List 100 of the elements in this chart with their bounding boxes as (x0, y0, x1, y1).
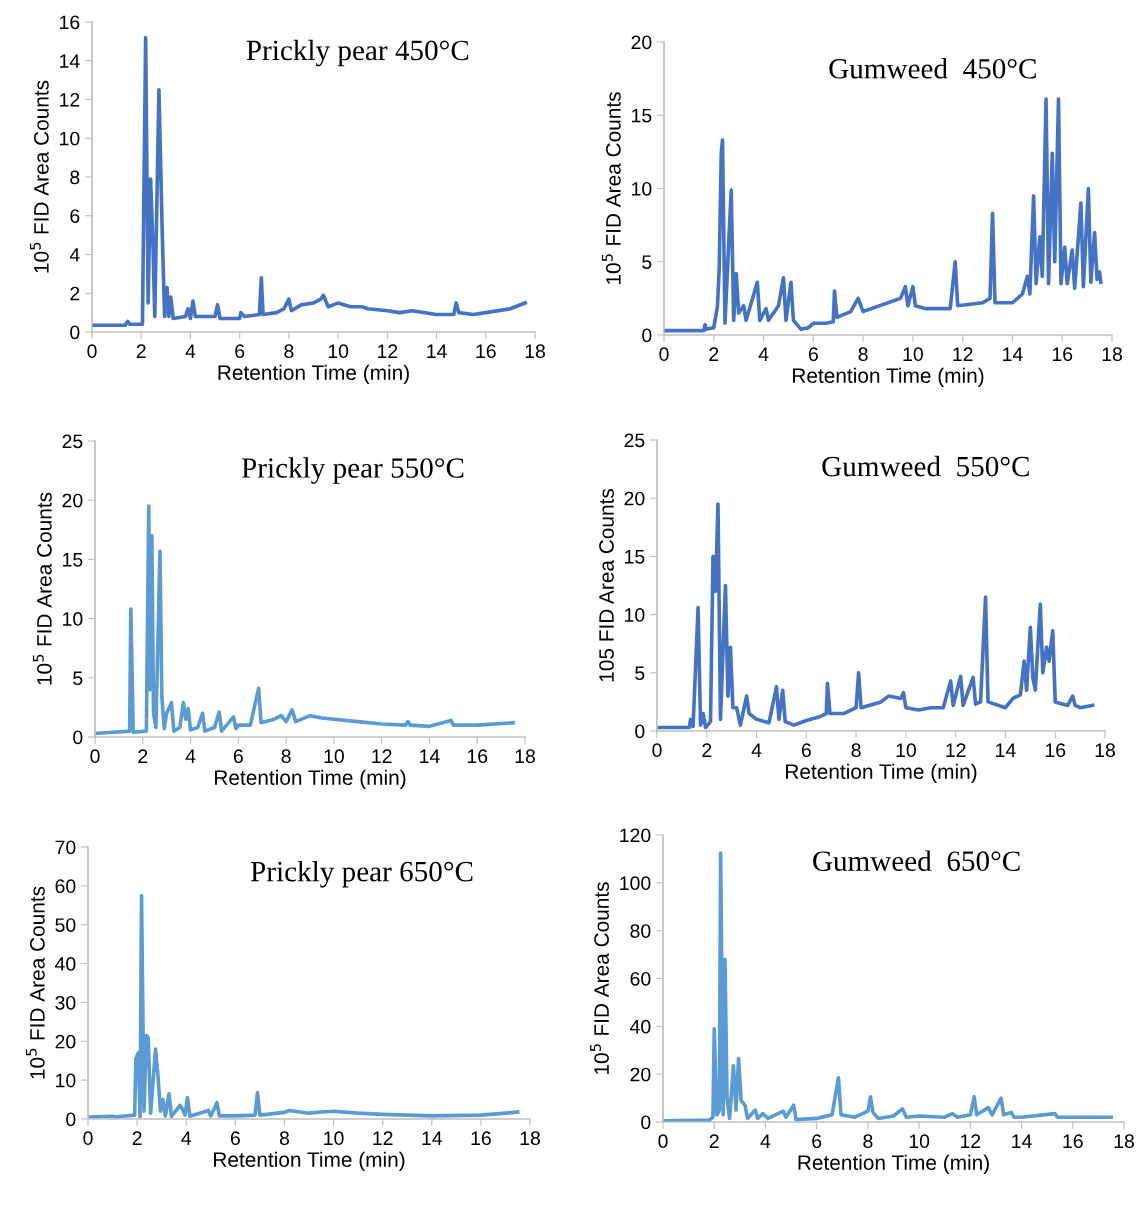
x-tick-label: 14 (1012, 1134, 1032, 1148)
x-tick-label: 6 (801, 743, 811, 758)
x-tick-label: 14 (427, 344, 447, 358)
line-series (88, 893, 520, 1119)
x-tick-label: 4 (751, 743, 762, 757)
x-tick-label: 2 (132, 1131, 142, 1145)
y-tick-label: 10 (625, 608, 645, 622)
y-tick-label: 2 (70, 286, 80, 301)
x-tick-label: 0 (83, 1131, 93, 1146)
y-tick-label: 5 (73, 671, 83, 686)
x-tick-label: 8 (851, 743, 861, 758)
y-tick-label: 15 (632, 108, 652, 123)
y-tick-label: 70 (55, 840, 76, 855)
x-tick-label: 14 (422, 1131, 443, 1145)
x-tick-label: 4 (758, 347, 769, 361)
x-tick-label: 2 (709, 1134, 719, 1148)
x-tick-label: 6 (233, 749, 243, 764)
y-tick-label: 0 (66, 1112, 76, 1127)
x-tick-label: 14 (996, 743, 1016, 757)
y-tick-label: 4 (69, 248, 80, 262)
y-tick-label: 20 (62, 493, 83, 508)
y-tick-label: 10 (60, 131, 80, 146)
x-tick-label: 16 (476, 344, 496, 359)
y-axis-title: 10$^{5}$ FID Area Counts (32, 492, 52, 685)
x-tick-label: 10 (328, 344, 349, 359)
y-tick-label: 60 (630, 971, 651, 986)
x-tick-label: 8 (863, 1134, 873, 1149)
x-tick-label: 16 (1052, 347, 1073, 362)
y-tick-label: 100 (620, 876, 651, 891)
y-axis-title: 10$^{5}$ FID Area Counts (601, 92, 621, 284)
x-tick-label: 2 (709, 347, 719, 361)
y-tick-label: 12 (60, 92, 80, 107)
x-tick-label: 2 (702, 743, 712, 757)
x-tick-label: 18 (1095, 743, 1115, 758)
y-tick-label: 15 (625, 550, 645, 564)
x-tick-label: 14 (420, 749, 440, 763)
x-tick-label: 4 (185, 749, 196, 763)
y-tick-label: 10 (632, 181, 652, 196)
x-tick-label: 16 (467, 749, 488, 764)
x-tick-label: 6 (230, 1131, 240, 1146)
x-axis-title: Retention Time (min) (793, 367, 984, 388)
y-tick-label: 5 (635, 666, 645, 681)
x-tick-label: 0 (87, 344, 97, 359)
y-tick-label: 25 (624, 433, 645, 448)
y-axis-title: 10$^{5}$ FID Area Counts (590, 882, 609, 1074)
y-tick-label: 40 (630, 1019, 651, 1034)
y-tick-label: 120 (620, 828, 651, 843)
x-tick-label: 10 (324, 749, 344, 764)
x-tick-label: 16 (471, 1131, 491, 1146)
x-tick-label: 0 (659, 347, 669, 362)
x-tick-label: 18 (520, 1131, 540, 1146)
chart-title: Gumweed 650°C (813, 850, 1020, 871)
x-tick-label: 6 (808, 347, 818, 362)
x-tick-label: 12 (961, 1134, 981, 1148)
y-tick-label: 0 (641, 1115, 651, 1130)
x-tick-label: 4 (760, 1134, 771, 1148)
x-tick-label: 18 (525, 344, 545, 359)
x-tick-label: 8 (279, 1131, 290, 1146)
y-tick-label: 40 (55, 957, 76, 971)
y-tick-label: 30 (55, 995, 76, 1010)
x-tick-label: 4 (181, 1131, 192, 1145)
x-tick-label: 14 (1003, 347, 1023, 361)
y-tick-label: 25 (62, 434, 83, 449)
x-tick-label: 18 (1114, 1134, 1134, 1149)
y-axis-title: 10$^{5}$ FID Area Counts (29, 80, 49, 273)
y-tick-label: 0 (70, 325, 80, 340)
x-tick-label: 10 (896, 743, 916, 758)
line-series (95, 504, 515, 736)
y-tick-label: 20 (55, 1034, 76, 1049)
y-tick-label: 0 (635, 724, 645, 739)
y-tick-label: 8 (70, 170, 80, 185)
x-axis-title: Retention Time (min) (218, 364, 409, 385)
x-tick-label: 2 (136, 344, 146, 358)
y-axis-title: 105 FID Area Counts (599, 488, 614, 682)
x-tick-label: 4 (185, 344, 196, 358)
y-tick-label: 14 (60, 54, 80, 68)
y-tick-label: 5 (642, 255, 652, 269)
line-series (657, 502, 1095, 730)
x-axis-title: Retention Time (min) (786, 763, 977, 784)
y-tick-label: 10 (63, 612, 83, 626)
chart-title: Gumweed 450°C (829, 58, 1036, 79)
y-tick-label: 10 (56, 1073, 76, 1088)
x-tick-label: 8 (281, 749, 291, 764)
x-axis-title: Retention Time (min) (215, 769, 406, 790)
x-tick-label: 8 (284, 344, 294, 359)
x-tick-label: 16 (1063, 1134, 1083, 1149)
x-tick-label: 18 (1102, 347, 1122, 362)
x-tick-label: 6 (812, 1134, 822, 1149)
chart-title: Prickly pear 650°C (250, 860, 473, 888)
chart-title: Gumweed 550°C (822, 455, 1029, 477)
y-tick-label: 16 (60, 15, 80, 30)
y-tick-label: 20 (630, 1067, 651, 1082)
text: Prickly pear 450°C (246, 39, 469, 67)
line-series (664, 97, 1103, 333)
y-axis-title: 10$^{5}$ FID Area Counts (25, 886, 45, 1079)
x-tick-label: 10 (909, 1134, 930, 1149)
x-tick-label: 16 (1045, 743, 1066, 758)
y-tick-label: 20 (624, 491, 645, 506)
text: Prickly pear 550°C (241, 457, 464, 484)
x-axis-title: Retention Time (min) (798, 1154, 989, 1175)
